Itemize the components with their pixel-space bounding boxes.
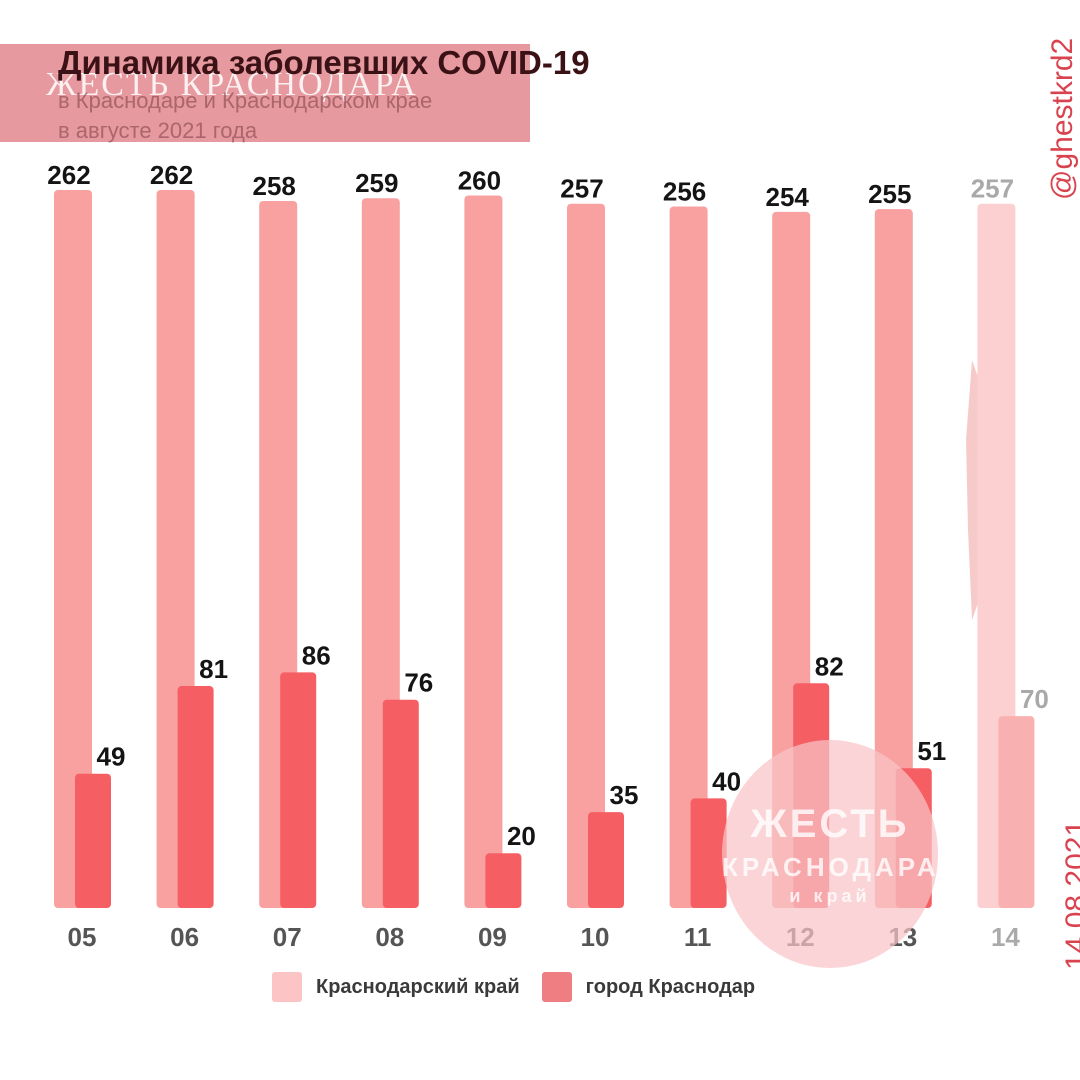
legend-swatch-city (541, 972, 572, 1002)
bar-region-09 (464, 195, 503, 909)
watermark-text: ЖЕСТЬ КРАСНОДАРА (46, 66, 418, 103)
stamp-logo: ЖЕСТЬ КРАСНОДАРА и край (722, 740, 938, 968)
label-city-05: 49 (97, 742, 126, 772)
x-tick-09: 09 (478, 922, 507, 952)
legend-swatch-region (272, 972, 302, 1002)
label-city-08: 76 (404, 668, 433, 698)
label-region-09: 260 (458, 165, 501, 195)
label-region-13: 255 (868, 179, 911, 209)
legend-label-city: город Краснодар (585, 975, 756, 998)
label-city-12: 82 (815, 651, 844, 681)
label-city-10: 35 (610, 780, 639, 810)
bar-city-11 (690, 798, 727, 908)
bar-city-14 (998, 716, 1035, 908)
bar-region-10 (567, 203, 605, 909)
label-city-09: 20 (507, 821, 536, 851)
bar-city-07 (280, 672, 317, 908)
x-tick-06: 06 (170, 922, 199, 952)
label-region-07: 258 (253, 171, 296, 201)
label-city-06: 81 (199, 654, 228, 684)
bar-city-09 (485, 853, 522, 908)
bar-city-05 (75, 773, 111, 908)
x-tick-14: 14 (991, 922, 1020, 952)
label-city-11: 40 (712, 766, 741, 796)
x-tick-08: 08 (375, 922, 404, 952)
label-region-11: 256 (663, 176, 706, 206)
label-region-08: 259 (355, 168, 398, 198)
stamp-line-3: и край (789, 886, 871, 906)
chart-title: Динамика заболевших COVID-19 (58, 44, 590, 81)
stamp-line-2: КРАСНОДАРА (722, 852, 940, 882)
label-city-14: 70 (1020, 684, 1049, 714)
label-region-10: 257 (560, 174, 603, 204)
x-tick-07: 07 (273, 922, 302, 952)
bar-region-05 (54, 190, 92, 908)
label-region-05: 262 (47, 160, 90, 190)
watermark-band (0, 44, 530, 142)
bar-city-08 (382, 699, 419, 908)
legend-item-city: город Краснодар (541, 972, 756, 1002)
legend-item-region: Краснодарский край (272, 972, 520, 1002)
label-region-14: 257 (971, 174, 1014, 204)
x-tick-11: 11 (684, 922, 712, 952)
subtitle-line-1: в Краснодаре и Краснодарском крае (58, 88, 433, 113)
legend-label-region: Краснодарский край (316, 975, 520, 998)
date-label: 14.08.2021 (1060, 819, 1080, 970)
x-tick-05: 05 (68, 922, 97, 952)
bar-region-13 (874, 209, 913, 908)
label-region-12: 254 (766, 182, 810, 212)
bar-region-11 (669, 206, 708, 908)
social-handle: @ghestkrd2 (1046, 37, 1079, 200)
legend: Краснодарский край город Краснодар (272, 970, 777, 1004)
subtitle-line-2: в августе 2021 года (58, 118, 258, 143)
bar-city-06 (177, 686, 214, 908)
label-city-13: 51 (917, 736, 946, 766)
label-region-06: 262 (150, 160, 193, 190)
chart-subtitle: в Краснодаре и Краснодарском крае в авгу… (58, 86, 432, 146)
stamp-line-1: ЖЕСТЬ (750, 802, 910, 846)
bar-city-10 (588, 812, 624, 908)
x-tick-10: 10 (581, 922, 610, 952)
label-city-07: 86 (302, 640, 331, 670)
